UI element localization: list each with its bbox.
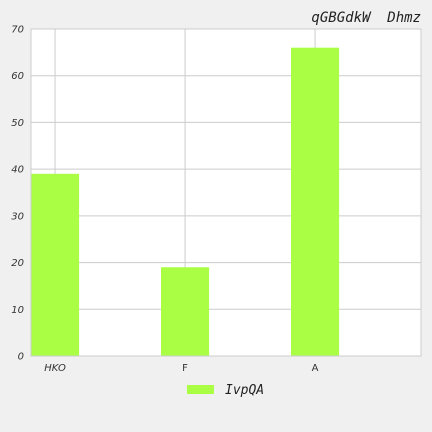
- plot-background: [31, 29, 421, 356]
- bar-A: [291, 47, 340, 356]
- plot-area: 0 10 20 30 40 50 60 70 HKO F A: [11, 25, 422, 374]
- x-tick-label: HKO: [44, 363, 66, 374]
- y-tick-label: 60: [11, 71, 24, 82]
- y-tick-label: 0: [18, 352, 24, 363]
- y-tick-label: 10: [11, 305, 24, 316]
- y-tick-label: 70: [11, 25, 24, 36]
- legend-swatch: [187, 385, 214, 394]
- bar-HKO: [31, 173, 80, 356]
- y-tick-label: 20: [11, 258, 24, 269]
- bar-F: [161, 267, 210, 356]
- x-tick-label: F: [182, 363, 188, 374]
- y-tick-label: 50: [11, 118, 24, 129]
- x-tick-label: A: [312, 363, 319, 374]
- chart-title: qGBGdkW Dhmz: [311, 10, 421, 26]
- y-tick-label: 40: [11, 165, 24, 176]
- legend: IvpQA: [187, 383, 264, 398]
- legend-label: IvpQA: [225, 383, 264, 398]
- y-tick-label: 30: [11, 211, 24, 222]
- plot-border: [30, 28, 422, 357]
